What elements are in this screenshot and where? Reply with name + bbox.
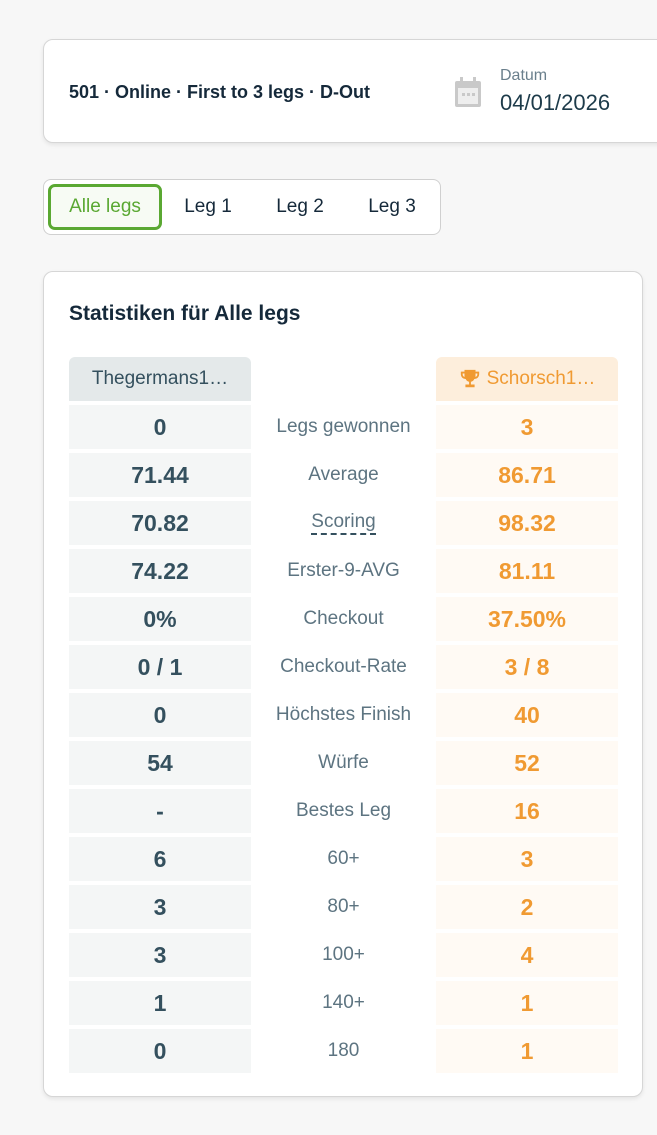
date-value: 04/01/2026 [500,90,611,115]
player-right-name: Schorsch1… [486,368,596,389]
match-title: 501 · Online · First to 3 legs · D-Out [69,82,371,102]
stats-row: 0 Legs gewonnen 3 [69,405,619,449]
stat-left-value: - [69,789,251,833]
stat-left-value: 0 / 1 [69,645,251,689]
stat-right-value: 2 [436,885,618,929]
stats-title: Statistiken für Alle legs [69,302,301,325]
stat-label-cell: Average [251,453,436,497]
tab-leg-1[interactable]: Leg 1 [184,196,232,217]
stat-right-value: 86.71 [436,453,618,497]
stat-label-cell: Checkout [251,597,436,641]
stat-label: Höchstes Finish [275,704,412,725]
stats-row: 0% Checkout 37.50% [69,597,619,641]
stat-left-value: 71.44 [69,453,251,497]
stat-label: Legs gewonnen [276,416,411,437]
stat-right-value: 52 [436,741,618,785]
stat-label-cell: Bestes Leg [251,789,436,833]
stat-left-value: 6 [69,837,251,881]
stats-row: 0 / 1 Checkout-Rate 3 / 8 [69,645,619,689]
stat-label: Average [308,464,379,485]
stat-left-value: 0 [69,1029,251,1073]
header-spacer [251,357,436,401]
stat-label: 60+ [327,848,360,869]
stats-card: Statistiken für Alle legs Thegermans1… S… [43,271,643,1097]
stat-label[interactable]: Scoring [311,511,376,535]
player-left-name: Thegermans1… [69,357,251,401]
leg-tabs: Alle legs Leg 1 Leg 2 Leg 3 [43,179,441,235]
stat-right-value: 16 [436,789,618,833]
stat-label: Erster-9-AVG [287,560,400,581]
calendar-icon [455,77,481,107]
stats-row: 54 Würfe 52 [69,741,619,785]
stat-label: Bestes Leg [295,800,392,821]
stat-label: Checkout [303,608,384,629]
tab-leg-3[interactable]: Leg 3 [368,196,416,217]
stat-label: 100+ [322,944,365,965]
stats-table: Thegermans1… Schorsch1… 0 Legs gewonnen 3 7… [69,357,619,1077]
stats-row: 1 140+ 1 [69,981,619,1025]
stats-row: 0 Höchstes Finish 40 [69,693,619,737]
stats-row: 3 100+ 4 [69,933,619,977]
stat-label: Würfe [318,752,369,773]
stat-label-cell: 60+ [251,837,436,881]
stats-row: 74.22 Erster-9-AVG 81.11 [69,549,619,593]
stat-left-value: 54 [69,741,251,785]
stats-row: - Bestes Leg 16 [69,789,619,833]
stat-label: 80+ [327,896,360,917]
stat-label: 140+ [322,992,365,1013]
stat-right-value: 81.11 [436,549,618,593]
match-info-card: 501 · Online · First to 3 legs · D-Out D… [43,39,657,143]
date-label: Datum [500,67,548,84]
stats-row: 70.82 Scoring 98.32 [69,501,619,545]
stat-left-value: 0% [69,597,251,641]
stat-label-cell: 180 [251,1029,436,1073]
trophy-icon [460,369,479,388]
stat-left-value: 0 [69,405,251,449]
stats-row: 0 180 1 [69,1029,619,1073]
stat-label: Checkout-Rate [280,656,407,677]
stat-left-value: 0 [69,693,251,737]
stat-left-value: 3 [69,885,251,929]
stat-right-value: 3 [436,837,618,881]
stat-label-cell: 100+ [251,933,436,977]
stats-row: 3 80+ 2 [69,885,619,929]
stat-label-cell: Höchstes Finish [251,693,436,737]
stat-label-cell: Würfe [251,741,436,785]
stat-left-value: 74.22 [69,549,251,593]
tab-leg-2[interactable]: Leg 2 [276,196,324,217]
stat-left-value: 1 [69,981,251,1025]
stat-label-cell: Legs gewonnen [251,405,436,449]
stat-right-value: 98.32 [436,501,618,545]
stat-right-value: 3 [436,405,618,449]
stat-label-cell: Erster-9-AVG [251,549,436,593]
stat-left-value: 70.82 [69,501,251,545]
stat-right-value: 1 [436,981,618,1025]
stat-right-value: 37.50% [436,597,618,641]
stat-left-value: 3 [69,933,251,977]
stat-label-cell: Scoring [251,501,436,545]
stat-label-cell: 140+ [251,981,436,1025]
stat-right-value: 4 [436,933,618,977]
stats-row: 6 60+ 3 [69,837,619,881]
stats-row: 71.44 Average 86.71 [69,453,619,497]
stat-label-cell: Checkout-Rate [251,645,436,689]
stat-right-value: 1 [436,1029,618,1073]
stat-right-value: 40 [436,693,618,737]
player-right-header: Schorsch1… [436,357,618,401]
stats-header-row: Thegermans1… Schorsch1… [69,357,619,401]
stat-label: 180 [327,1040,360,1061]
stat-right-value: 3 / 8 [436,645,618,689]
tab-alle-legs[interactable]: Alle legs [48,184,162,230]
stat-label-cell: 80+ [251,885,436,929]
